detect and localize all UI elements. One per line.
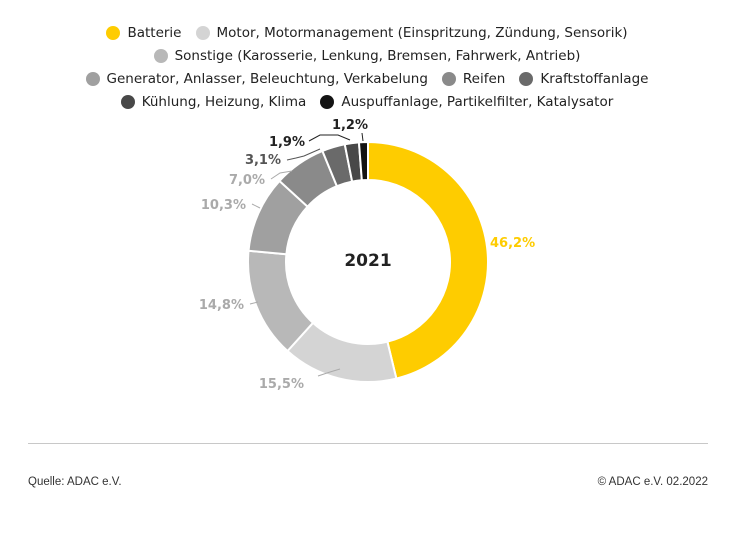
data-value-label: 14,8% xyxy=(199,298,244,313)
legend-item-generator: Generator, Anlasser, Beleuchtung, Verkab… xyxy=(85,70,428,87)
donut-slice xyxy=(357,140,369,182)
legend-row: Kühlung, Heizung, Klima Auspuffanlage, P… xyxy=(0,91,734,112)
donut-value-labels: 46,2% 15,5% 14,8% 10,3% 7,0% 3,1% 1,9% 1,2% xyxy=(199,118,535,392)
legend-swatch xyxy=(85,71,100,86)
legend-label: Motor, Motormanagement (Einspritzung, Zü… xyxy=(216,24,628,41)
legend-item-motor: Motor, Motormanagement (Einspritzung, Zü… xyxy=(195,24,628,41)
legend-label: Auspuffanlage, Partikelfilter, Katalysat… xyxy=(341,93,614,110)
legend-item-batterie: Batterie xyxy=(106,24,182,41)
chart-legend: Batterie Motor, Motormanagement (Einspri… xyxy=(0,22,734,114)
legend-swatch xyxy=(441,71,456,86)
legend-item-sonstige: Sonstige (Karosserie, Lenkung, Bremsen, … xyxy=(153,47,581,64)
data-value-label: 1,9% xyxy=(269,135,305,150)
data-value-label: 46,2% xyxy=(490,236,535,251)
chart-center-label: 2021 xyxy=(344,251,391,271)
legend-row: Sonstige (Karosserie, Lenkung, Bremsen, … xyxy=(0,45,734,66)
legend-swatch xyxy=(120,94,135,109)
legend-item-auspuffanlage: Auspuffanlage, Partikelfilter, Katalysat… xyxy=(320,94,613,110)
legend-item-kraftstoffanlage: Kraftstoffanlage xyxy=(519,71,648,87)
label-leader-line xyxy=(249,301,259,305)
footer-divider xyxy=(28,443,708,444)
data-value-label: 1,2% xyxy=(332,118,368,133)
legend-label: Kraftstoffanlage xyxy=(540,70,649,87)
data-value-label: 15,5% xyxy=(259,377,304,392)
data-value-label: 10,3% xyxy=(201,198,246,213)
data-value-label: 7,0% xyxy=(229,173,265,188)
donut-chart: 46,2% 15,5% 14,8% 10,3% 7,0% 3,1% 1,9% 1,2% 202… xyxy=(199,118,535,392)
donut-slice xyxy=(367,140,489,380)
legend-item-kuehlung: Kühlung, Heizung, Klima xyxy=(120,93,307,110)
legend-item-reifen: Reifen xyxy=(441,70,506,87)
legend-label: Reifen xyxy=(462,70,506,87)
legend-swatch xyxy=(153,48,168,63)
legend-swatch xyxy=(320,94,335,109)
legend-row: Generator, Anlasser, Beleuchtung, Verkab… xyxy=(0,68,734,89)
legend-swatch xyxy=(195,25,210,40)
legend-label: Kühlung, Heizung, Klima xyxy=(141,93,307,110)
legend-row: Batterie Motor, Motormanagement (Einspri… xyxy=(0,22,734,43)
label-leader-line xyxy=(317,368,341,377)
legend-label: Batterie xyxy=(127,24,182,41)
label-leader-line xyxy=(286,148,321,161)
legend-swatch xyxy=(519,71,534,86)
donut-slices xyxy=(247,140,489,383)
source-note: Quelle: ADAC e.V. xyxy=(28,476,122,488)
label-leader-line xyxy=(270,170,293,180)
label-leader-line xyxy=(308,134,351,142)
label-leader-line xyxy=(251,203,261,209)
legend-label: Sonstige (Karosserie, Lenkung, Bremsen, … xyxy=(174,47,581,64)
copyright-note: © ADAC e.V. 02.2022 xyxy=(597,476,708,488)
label-leader-line xyxy=(361,132,364,142)
legend-label: Generator, Anlasser, Beleuchtung, Verkab… xyxy=(106,70,428,87)
data-value-label: 3,1% xyxy=(245,153,281,168)
legend-swatch xyxy=(106,25,121,40)
